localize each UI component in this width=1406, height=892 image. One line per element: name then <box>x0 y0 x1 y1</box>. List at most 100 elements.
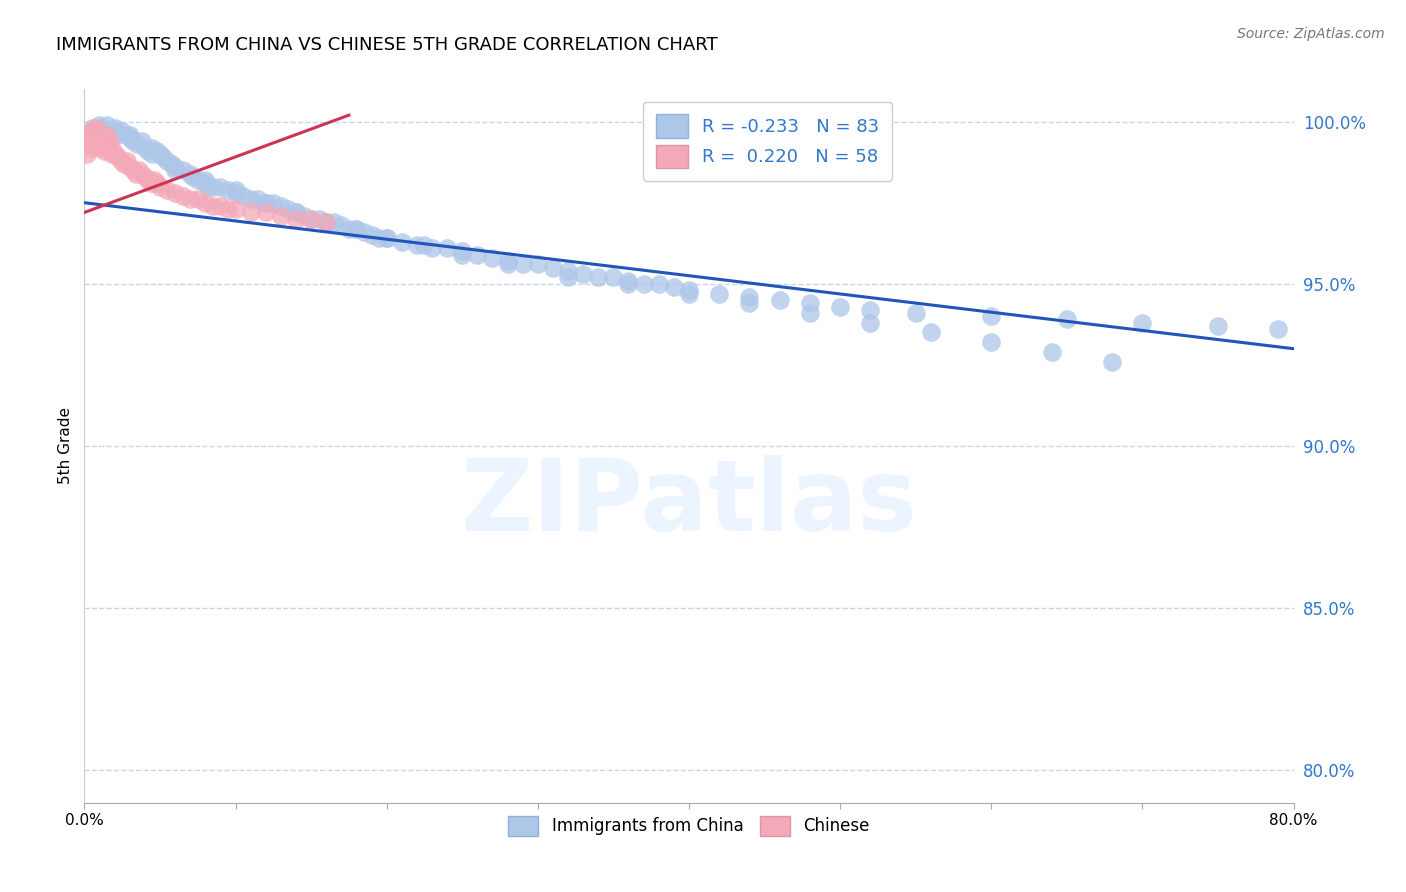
Point <box>467 247 489 261</box>
Point <box>633 277 655 291</box>
Point <box>146 144 169 158</box>
Point <box>82 134 104 148</box>
Point <box>315 215 337 229</box>
Point <box>101 144 124 158</box>
Point <box>217 202 239 217</box>
Point <box>830 300 852 314</box>
Point <box>115 128 138 142</box>
Point <box>179 167 201 181</box>
Point <box>738 296 761 310</box>
Point <box>80 124 103 138</box>
Point <box>217 183 239 197</box>
Point <box>617 277 640 291</box>
Point <box>134 140 156 154</box>
Point <box>152 150 174 164</box>
Point <box>413 238 436 252</box>
Point <box>142 173 165 187</box>
Point <box>1040 345 1063 359</box>
Point <box>165 163 187 178</box>
Point <box>285 205 308 219</box>
Point <box>112 157 135 171</box>
Point <box>146 176 169 190</box>
Point <box>270 209 292 223</box>
Point <box>91 121 114 136</box>
Point <box>156 153 179 168</box>
Point <box>375 231 398 245</box>
Point <box>920 326 942 340</box>
Point <box>270 199 292 213</box>
Text: ZIPatlas: ZIPatlas <box>461 455 917 551</box>
Point <box>128 163 150 178</box>
Point <box>100 124 122 138</box>
Point <box>239 193 262 207</box>
Point <box>285 211 308 226</box>
Point <box>557 264 579 278</box>
Point <box>1056 312 1078 326</box>
Point <box>194 195 217 210</box>
Point <box>87 131 110 145</box>
Point <box>225 186 247 200</box>
Point <box>194 173 217 187</box>
Point <box>315 215 337 229</box>
Point <box>134 169 156 184</box>
Point <box>588 270 610 285</box>
Point <box>1101 354 1123 368</box>
Point <box>80 121 103 136</box>
Point <box>254 195 277 210</box>
Point <box>141 147 163 161</box>
Point <box>77 137 100 152</box>
Point <box>451 244 474 259</box>
Point <box>602 270 624 285</box>
Point <box>98 144 121 158</box>
Point <box>1206 318 1229 333</box>
Point <box>541 260 564 275</box>
Point <box>859 316 882 330</box>
Point <box>94 137 117 152</box>
Legend: Immigrants from China, Chinese: Immigrants from China, Chinese <box>501 807 877 845</box>
Point <box>118 131 141 145</box>
Point <box>337 221 360 235</box>
Point <box>299 211 322 226</box>
Point <box>285 205 308 219</box>
Point <box>512 257 534 271</box>
Point <box>239 205 262 219</box>
Point <box>308 211 330 226</box>
Point <box>315 215 337 229</box>
Point <box>100 147 122 161</box>
Point <box>254 195 277 210</box>
Point <box>93 131 115 145</box>
Point <box>90 137 112 152</box>
Point <box>136 173 159 187</box>
Point <box>79 131 101 145</box>
Point <box>617 274 640 288</box>
Point <box>232 189 254 203</box>
Point <box>104 124 127 138</box>
Point <box>131 167 153 181</box>
Point <box>496 254 519 268</box>
Point <box>572 267 595 281</box>
Point <box>97 140 120 154</box>
Point <box>799 306 821 320</box>
Point <box>90 128 112 142</box>
Point <box>149 179 172 194</box>
Point <box>104 147 127 161</box>
Point <box>121 163 143 178</box>
Point <box>1130 316 1153 330</box>
Text: IMMIGRANTS FROM CHINA VS CHINESE 5TH GRADE CORRELATION CHART: IMMIGRANTS FROM CHINA VS CHINESE 5TH GRA… <box>56 36 718 54</box>
Point <box>98 134 121 148</box>
Point <box>96 128 118 142</box>
Point <box>481 251 503 265</box>
Point <box>277 202 299 217</box>
Point <box>346 221 368 235</box>
Point <box>125 167 148 181</box>
Point <box>201 179 224 194</box>
Point <box>104 121 127 136</box>
Point <box>127 137 149 152</box>
Point <box>330 219 353 233</box>
Point <box>172 189 194 203</box>
Point <box>209 199 232 213</box>
Point <box>368 231 391 245</box>
Point <box>1267 322 1289 336</box>
Point <box>375 231 398 245</box>
Point <box>84 128 107 142</box>
